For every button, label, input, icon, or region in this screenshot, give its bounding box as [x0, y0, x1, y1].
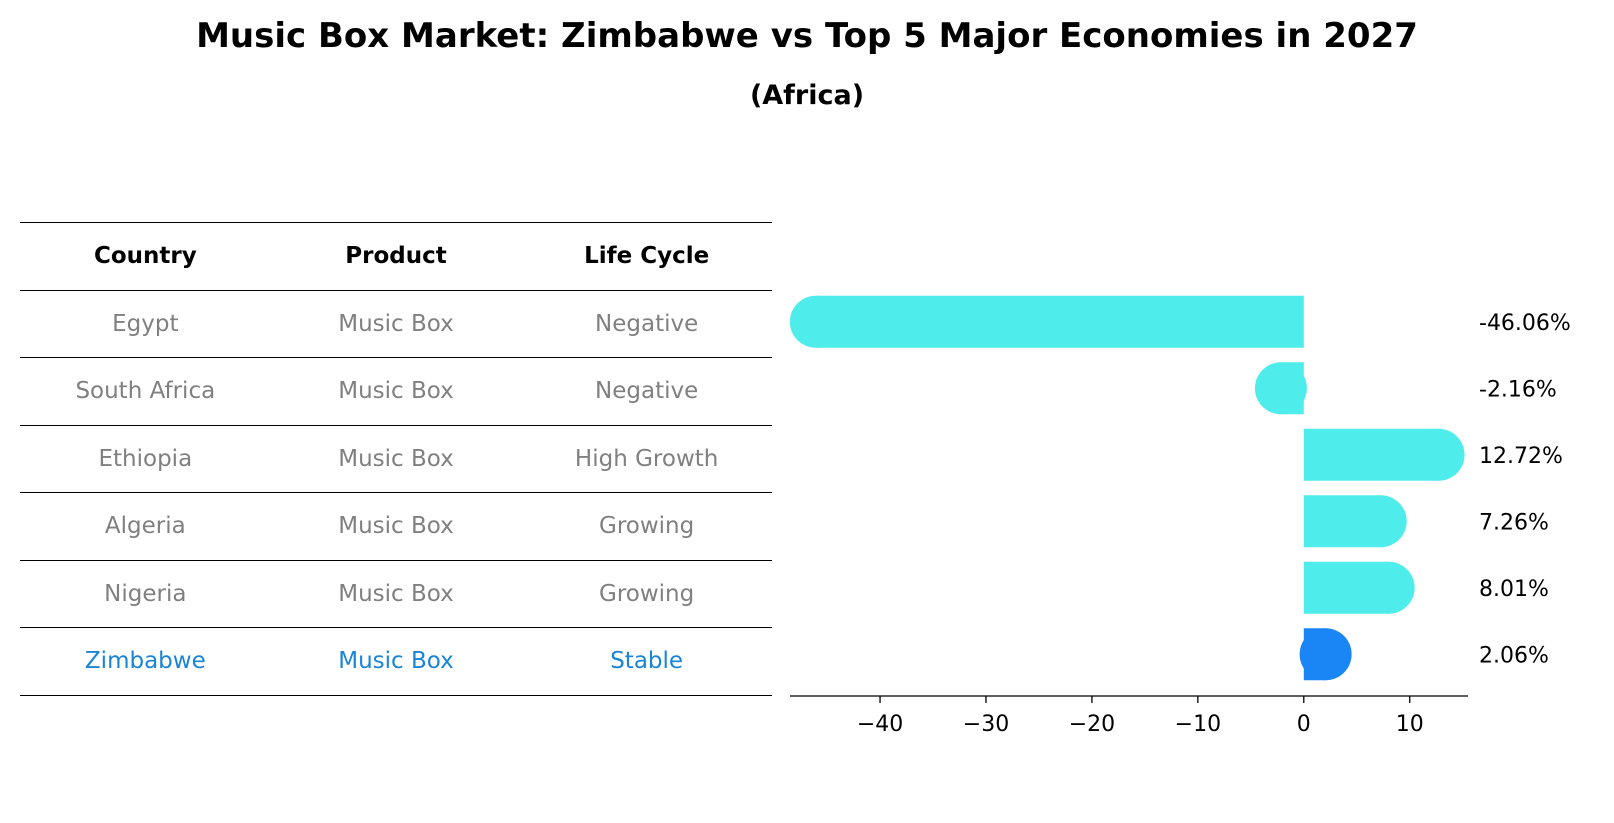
cell-country: Algeria [104, 513, 186, 540]
cell-product: Music Box [338, 378, 454, 405]
x-tick-label: 10 [1396, 712, 1424, 737]
cell-life-cycle: Growing [599, 580, 695, 607]
x-tick-label: −40 [857, 712, 903, 737]
cell-product: Music Box [338, 580, 454, 607]
cell-life-cycle: Negative [595, 378, 699, 405]
x-tick-label: −10 [1175, 712, 1221, 737]
cell-product: Music Box [338, 648, 454, 675]
x-tick-label: −30 [963, 712, 1009, 737]
bar-south-africa [1254, 362, 1307, 415]
table-row: Nigeria Music Box Growing [20, 559, 772, 628]
value-label: 2.06% [1479, 643, 1549, 668]
bar-nigeria [1303, 561, 1415, 614]
x-tick-label: 0 [1297, 712, 1311, 737]
cell-product: Music Box [338, 445, 454, 472]
cell-country: Ethiopia [98, 445, 193, 472]
bar-zimbabwe [1299, 628, 1352, 681]
cell-life-cycle: Stable [610, 648, 684, 675]
chart-subtitle: (Africa) [749, 80, 865, 111]
value-label: 7.26% [1479, 510, 1549, 535]
value-label: 8.01% [1479, 577, 1549, 602]
chart-title: Music Box Market: Zimbabwe vs Top 5 Majo… [196, 16, 1418, 56]
cell-country: Zimbabwe [84, 648, 206, 675]
data-table: Country Product Life Cycle Egypt Music B… [20, 222, 772, 696]
cell-product: Music Box [338, 310, 454, 337]
bar-ethiopia [1303, 428, 1465, 481]
cell-life-cycle: Negative [595, 310, 699, 337]
table-row: Algeria Music Box Growing [20, 492, 772, 560]
cell-life-cycle: High Growth [574, 445, 719, 472]
cell-country: South Africa [75, 378, 216, 405]
value-label: 12.72% [1479, 444, 1563, 469]
cell-life-cycle: Growing [599, 513, 695, 540]
cell-product: Music Box [338, 513, 454, 540]
header-country: Country [93, 243, 197, 270]
bar-egypt [789, 295, 1304, 348]
cell-country: Egypt [112, 310, 179, 337]
table-row: South Africa Music Box Negative [20, 357, 772, 425]
x-tick-label: −20 [1069, 712, 1115, 737]
table-row: Egypt Music Box Negative [20, 289, 772, 358]
table-row-highlight: Zimbabwe Music Box Stable [20, 627, 772, 696]
bar-algeria [1303, 495, 1407, 548]
table-row: Ethiopia Music Box High Growth [20, 424, 772, 493]
value-label: -46.06% [1479, 311, 1571, 336]
header-product: Product [345, 243, 447, 270]
table-header-row: Country Product Life Cycle [20, 222, 772, 290]
cell-country: Nigeria [104, 580, 187, 607]
header-life-cycle: Life Cycle [584, 243, 710, 270]
value-label: -2.16% [1479, 377, 1557, 402]
